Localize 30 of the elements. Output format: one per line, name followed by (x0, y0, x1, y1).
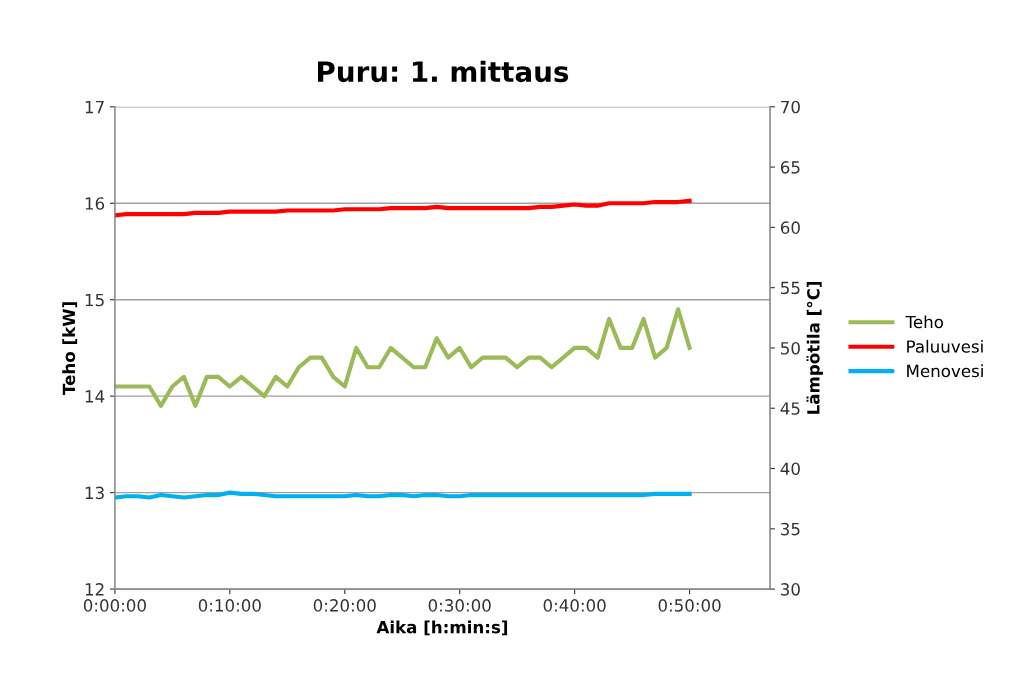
y2-tick-label: 55 (781, 281, 800, 295)
x-tick-label: 0:10:00 (198, 599, 261, 612)
x-tick-label: 0:40:00 (543, 599, 606, 612)
legend-label: Teho (905, 315, 944, 329)
x-tick-label: 0:50:00 (658, 599, 721, 612)
x-axis-title: Aika [h:min:s] (376, 620, 508, 636)
line-series (114, 198, 692, 218)
y2-axis-title: Lämpötila [°C] (806, 281, 823, 414)
y-tick-label: 17 (85, 100, 104, 114)
x-tick-label: 0:20:00 (313, 599, 376, 612)
x-tick-label: 0:30:00 (428, 599, 491, 612)
legend-label: Menovesi (907, 364, 983, 378)
x-tick-label: 0:00:00 (83, 599, 146, 612)
y-tick-label: 12 (85, 583, 104, 596)
y2-tick-label: 50 (781, 341, 800, 355)
y-axis-title: Teho [kW] (62, 302, 78, 396)
y2-tick-label: 60 (780, 221, 800, 234)
y2-tick-label: 45 (780, 402, 800, 415)
y2-tick-label: 30 (781, 583, 800, 596)
y2-tick-label: 65 (780, 161, 800, 174)
y-tick-label: 16 (85, 197, 105, 210)
y-tick-label: 15 (85, 293, 104, 307)
y2-tick-label: 35 (781, 522, 800, 536)
y-tick-label: 13 (85, 486, 104, 500)
legend-label: Paluuvesi (907, 339, 983, 353)
line-series (114, 307, 692, 408)
chart-title: Puru: 1. mittaus (318, 60, 569, 83)
y2-tick-label: 70 (781, 100, 800, 114)
y2-tick-label: 40 (780, 462, 800, 476)
y-tick-label: 14 (85, 390, 105, 403)
